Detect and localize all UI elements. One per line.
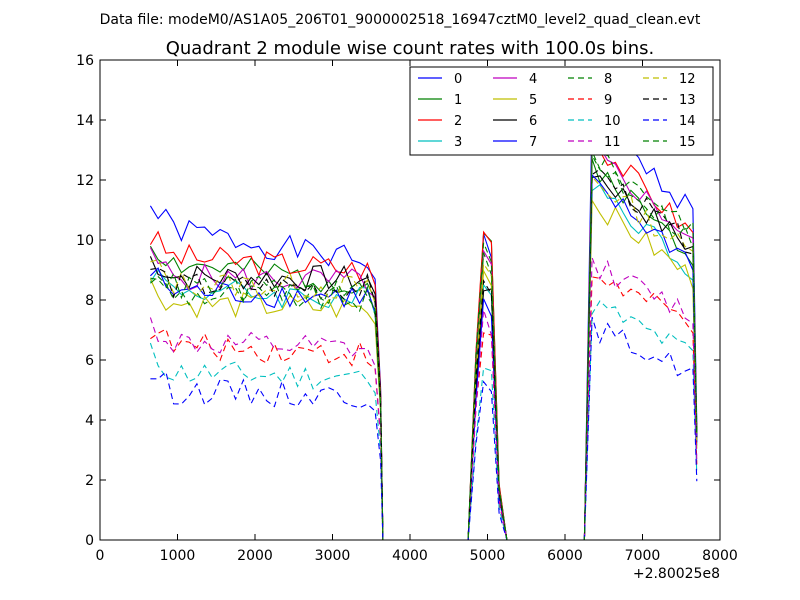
- legend-label-7: 7: [529, 135, 537, 150]
- legend-label-5: 5: [529, 93, 537, 108]
- suptitle: Data file: modeM0/AS1A05_206T01_90000025…: [100, 12, 701, 28]
- y-tick-label: 10: [76, 233, 94, 249]
- legend-box: [409, 66, 714, 156]
- y-tick-label: 0: [85, 533, 94, 549]
- legend-label-15: 15: [679, 135, 696, 150]
- legend-label-4: 4: [529, 72, 537, 87]
- legend-label-9: 9: [604, 93, 612, 108]
- y-tick-label: 12: [76, 173, 94, 189]
- y-tick-label: 16: [76, 53, 94, 69]
- x-tick-label: 4000: [392, 548, 428, 564]
- y-tick-label: 6: [85, 353, 94, 369]
- legend-label-12: 12: [679, 72, 696, 87]
- legend-label-11: 11: [604, 135, 621, 150]
- legend-label-1: 1: [454, 93, 462, 108]
- ticks-layer: 0 1000 2000 3000 4000 5000 6000 7000 80000246810…: [76, 53, 738, 564]
- x-tick-label: 7000: [625, 548, 661, 564]
- y-tick-label: 8: [85, 293, 94, 309]
- legend-label-6: 6: [529, 114, 537, 129]
- x-tick-label: 3000: [315, 548, 351, 564]
- legend-label-3: 3: [454, 135, 462, 150]
- x-tick-label: 6000: [547, 548, 583, 564]
- x-tick-label: 0: [96, 548, 105, 564]
- chart-title: Quadrant 2 module wise count rates with …: [166, 38, 655, 59]
- legend-label-2: 2: [454, 114, 462, 129]
- y-tick-label: 14: [76, 113, 94, 129]
- series-line-10: [149, 300, 698, 541]
- x-tick-label: 5000: [470, 548, 506, 564]
- x-tick-label: 8000: [702, 548, 738, 564]
- legend-label-8: 8: [604, 72, 612, 87]
- y-tick-label: 4: [85, 413, 94, 429]
- y-tick-label: 2: [85, 473, 94, 489]
- x-tick-label: 2000: [237, 548, 273, 564]
- legend-label-13: 13: [679, 93, 696, 108]
- legend-label-10: 10: [604, 114, 621, 129]
- x-offset-label: +2.80025e8: [633, 566, 720, 582]
- legend-label-14: 14: [679, 114, 696, 129]
- x-tick-label: 1000: [160, 548, 196, 564]
- legend-label-0: 0: [454, 72, 462, 87]
